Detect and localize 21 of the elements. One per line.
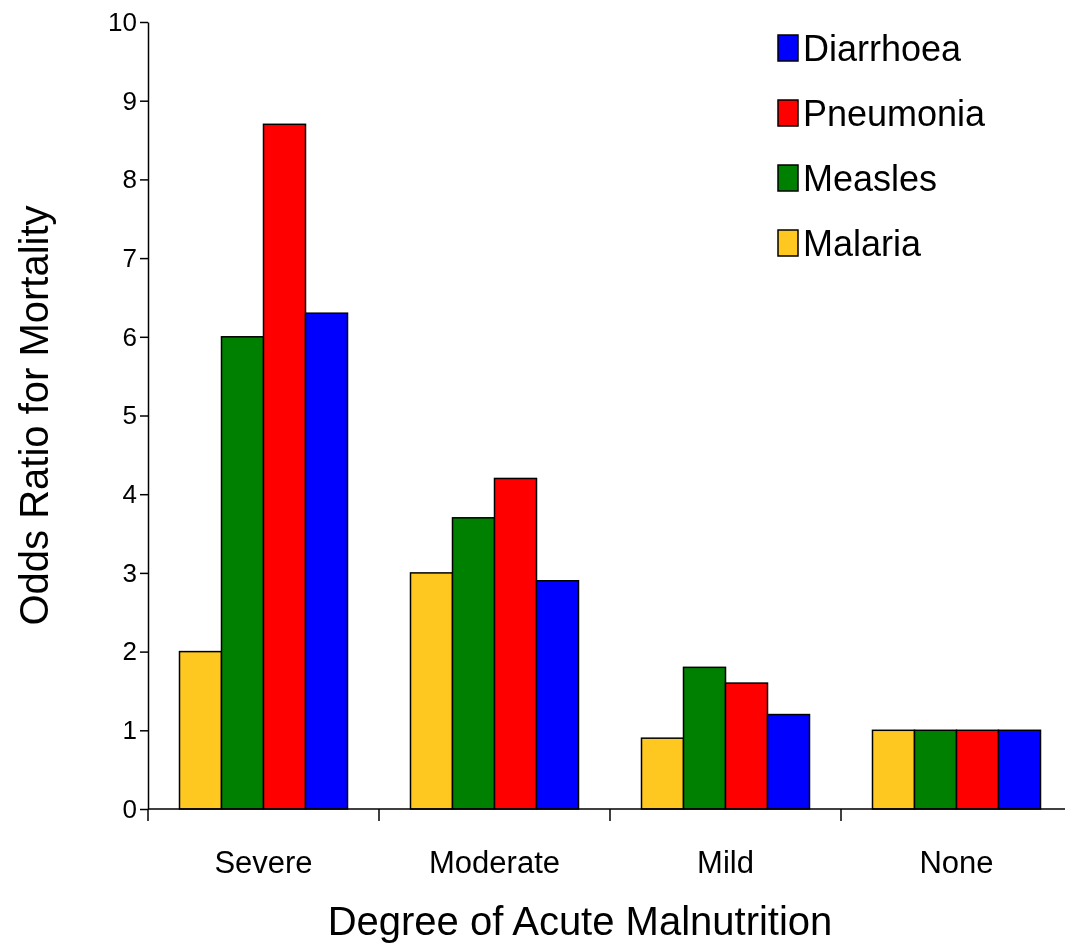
legend-label: Measles: [803, 158, 938, 199]
y-tick-label: 4: [122, 479, 137, 510]
y-tick-label: 8: [122, 164, 137, 195]
y-tick-label: 0: [122, 793, 137, 824]
legend-label: Diarrhoea: [803, 28, 963, 69]
y-tick-label: 2: [122, 636, 137, 667]
y-tick-label: 5: [122, 400, 137, 431]
x-tick-label: Moderate: [429, 845, 560, 880]
y-tick-label: 7: [122, 242, 137, 273]
x-tick-label: None: [919, 845, 994, 880]
x-tick-label: Mild: [697, 845, 754, 880]
y-tick-label: 9: [122, 85, 137, 116]
x-tick-label: Severe: [214, 845, 313, 880]
legend-label: Malaria: [803, 223, 923, 264]
y-tick-label: 6: [122, 321, 137, 352]
y-tick-label: 1: [122, 715, 137, 746]
x-axis-title: Degree of Acute Malnutrition: [327, 899, 833, 943]
y-tick-label: 3: [122, 557, 137, 588]
y-axis-title: Odds Ratio for Mortality: [12, 205, 56, 626]
y-tick-label: 10: [108, 6, 137, 37]
legend-label: Pneumonia: [803, 93, 987, 134]
